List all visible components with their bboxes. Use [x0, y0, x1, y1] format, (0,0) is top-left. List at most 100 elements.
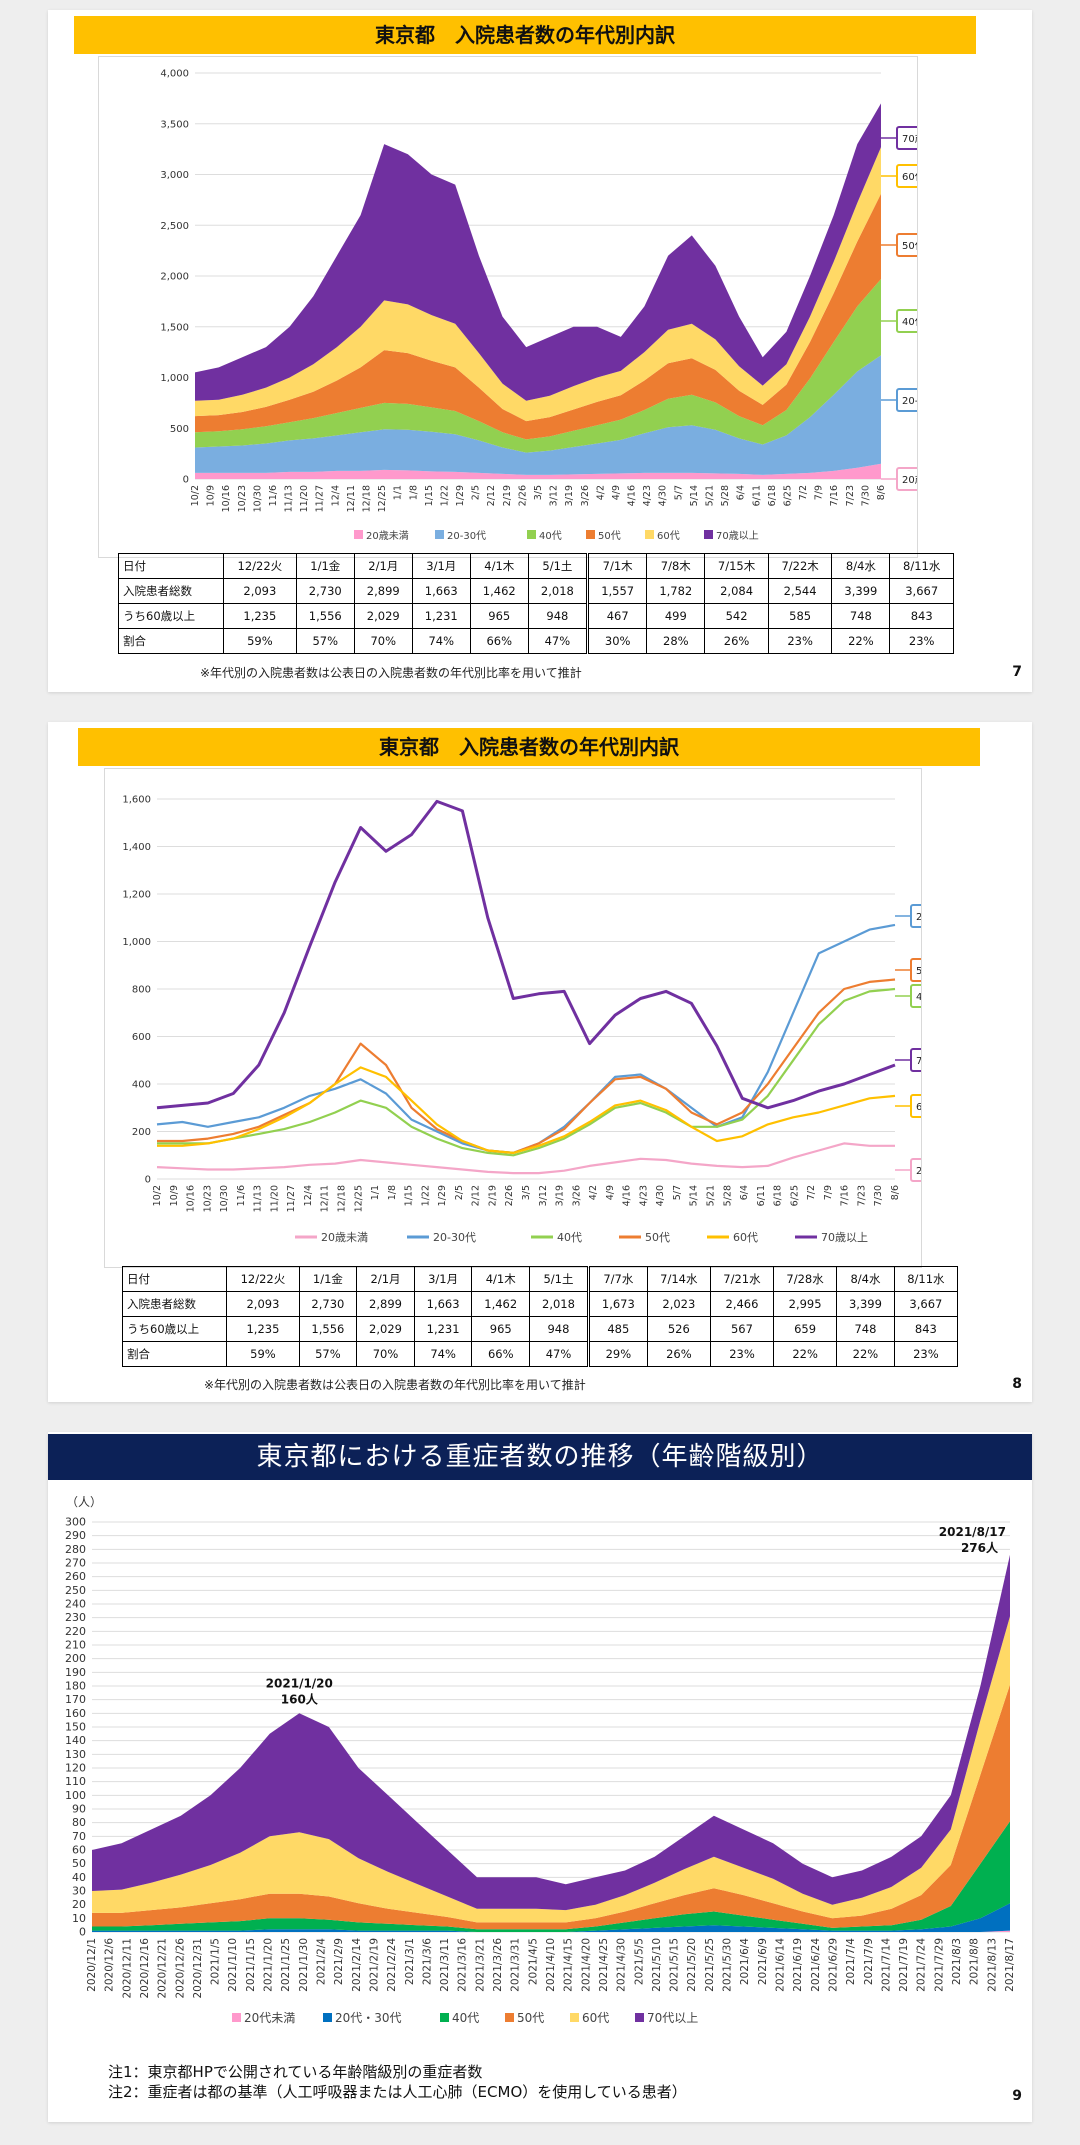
table-cell: 1,663 [413, 1291, 473, 1317]
y-tick-label: 260 [65, 1570, 86, 1583]
callout-label: 60代(10%) [902, 171, 917, 183]
table-cell: 965 [469, 603, 529, 629]
table-header-cell: 7/28水 [773, 1266, 838, 1292]
table-header-cell: 2/1月 [353, 553, 413, 579]
y-tick-label: 30 [72, 1885, 86, 1898]
legend-label: 20歳未満 [366, 530, 409, 542]
y-tick-label: 160 [65, 1707, 86, 1720]
x-tick-label: 7/9 [814, 485, 825, 500]
legend-label: 50代 [645, 1231, 670, 1244]
x-tick-label: 10/16 [221, 485, 232, 512]
y-tick-label: 100 [65, 1789, 86, 1802]
slide1-note: ※年代別の入院患者数は公表日の入院患者数の年代別比率を用いて推計 [200, 666, 582, 680]
x-tick-label: 2021/7/19 [898, 1938, 910, 1992]
y-tick-label: 1,500 [160, 322, 189, 333]
table-header-cell: 8/11水 [889, 553, 954, 579]
x-tick-label: 1/8 [408, 485, 419, 500]
x-tick-label: 7/2 [798, 485, 809, 500]
stacked-area-chart-3: （人） 0102030405060708090100110120130140150… [65, 1495, 1016, 2024]
x-tick-label: 12/11 [346, 485, 357, 512]
slide-severe-cases: 東京都における重症者数の推移（年齢階級別） （人） 0 10 20 30 40 50 60 70… [48, 1432, 1032, 2122]
table-cell: 499 [646, 603, 706, 629]
table-cell: 57% [298, 1341, 358, 1367]
area-series-3 [92, 1684, 1010, 1930]
callout-label: 20-30代(29%) [916, 911, 921, 923]
table-header-cell: 3/1月 [411, 553, 471, 579]
x-tick-label: 5/14 [689, 1185, 700, 1206]
table-cell: 66% [471, 1341, 531, 1367]
x-tick-label: 10/23 [202, 1185, 213, 1212]
y-tick-label: 0 [183, 475, 189, 486]
legend: 20歳未満 20-30代 40代 50代 60代 70歳以上 [295, 1231, 868, 1244]
x-tick-label: 6/18 [767, 485, 778, 506]
legend-label: 60代 [733, 1231, 758, 1244]
callout-label: 70歳以上(13%) [916, 1055, 921, 1067]
y-tick-label: 150 [65, 1721, 86, 1734]
x-tick-label: 2021/6/24 [810, 1938, 822, 1992]
table-header-cell: 12/22火 [222, 553, 297, 579]
x-tick-label: 2021/5/15 [669, 1938, 681, 1992]
slide2-note: ※年代別の入院患者数は公表日の入院患者数の年代別比率を用いて推計 [204, 1378, 586, 1392]
table-cell: 1,556 [295, 603, 355, 629]
table-cell: 57% [295, 628, 355, 654]
table-cell: 22% [773, 1341, 838, 1367]
y-tick-label: 210 [65, 1639, 86, 1652]
x-tick-label: 1/29 [455, 485, 466, 506]
y-tick-label: 300 [65, 1516, 86, 1529]
table-cell: 2,029 [353, 603, 413, 629]
table-cell: 23% [893, 1341, 959, 1367]
x-tick-label: 2021/8/13 [986, 1938, 998, 1992]
y-tick-label: 800 [132, 985, 151, 996]
x-tick-label: 7/23 [845, 485, 856, 506]
slide2-table: 日付 12/22火 1/1金 2/1月 3/1月 4/1木 5/1土 7/7水 7/14水 7/2… [121, 1266, 959, 1367]
y-tick-label: 70 [72, 1830, 86, 1843]
x-tick-label: 2021/2/9 [333, 1938, 345, 1985]
x-tick-label: 2020/12/26 [174, 1938, 186, 1999]
table-header-cell: 7/21水 [709, 1266, 775, 1292]
y-tick-label: 500 [170, 424, 189, 435]
table-cell: 入院患者総数 [118, 578, 224, 604]
x-tick-label: 6/18 [773, 1185, 784, 1206]
area-series-4 [92, 1616, 1010, 1923]
table-cell: 22% [831, 628, 891, 654]
x-tick-label: 11/27 [286, 1185, 297, 1212]
x-tick-label: 2021/2/19 [368, 1938, 380, 1992]
table-cell: 1,231 [413, 1316, 473, 1342]
x-tick-label: 6/25 [789, 1185, 800, 1206]
x-tick-label: 2021/1/5 [210, 1938, 222, 1985]
x-tick-label: 12/25 [353, 1185, 364, 1212]
table-cell: 1,556 [298, 1316, 358, 1342]
callout-label: 50代(23%) [902, 240, 917, 252]
x-tick-label: 2021/4/10 [545, 1938, 557, 1992]
callout-label: 60代(10%) [916, 1101, 921, 1113]
x-tick-label: 2/5 [471, 485, 482, 500]
x-tick-label: 2021/2/4 [316, 1938, 328, 1985]
x-tick-label: 4/9 [611, 485, 622, 500]
x-tick-label: 12/4 [303, 1185, 314, 1206]
table-cell: 467 [586, 603, 648, 629]
table-cell: 2,995 [773, 1291, 838, 1317]
y-tick-label: 10 [72, 1912, 86, 1925]
y-tick-label: 3,500 [160, 119, 189, 130]
legend-label: 20-30代 [433, 1231, 476, 1244]
table-cell: うち60歳以上 [118, 603, 224, 629]
y-tick-label: 3,000 [160, 170, 189, 181]
table-cell: 1,462 [469, 578, 529, 604]
table-cell: 585 [767, 603, 833, 629]
x-tick-label: 2021/5/25 [704, 1938, 716, 1992]
x-tick-label: 5/21 [706, 1185, 717, 1206]
x-tick-label: 3/26 [580, 485, 591, 506]
legend-swatch [435, 530, 444, 539]
table-header-cell: 1/1金 [295, 553, 355, 579]
legend-label: 70歳以上 [716, 530, 759, 542]
annotation-value: 276人 [961, 1540, 999, 1555]
x-tick-label: 2021/6/14 [775, 1938, 787, 1992]
line-series-0 [156, 1142, 895, 1175]
callout-label: 40代(21%) [902, 316, 917, 328]
x-tick-label: 2021/4/25 [598, 1938, 610, 1992]
x-tick-label: 2020/12/31 [192, 1938, 204, 1999]
table-cell: 2,466 [709, 1291, 775, 1317]
x-tick-label: 2021/1/20 [263, 1938, 275, 1992]
x-tick-label: 7/16 [840, 1185, 851, 1206]
table-cell: 2,093 [222, 578, 297, 604]
